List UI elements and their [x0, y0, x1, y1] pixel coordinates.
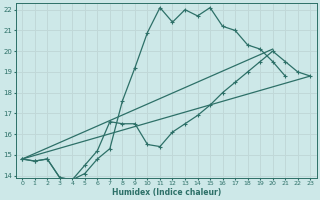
- X-axis label: Humidex (Indice chaleur): Humidex (Indice chaleur): [112, 188, 221, 197]
